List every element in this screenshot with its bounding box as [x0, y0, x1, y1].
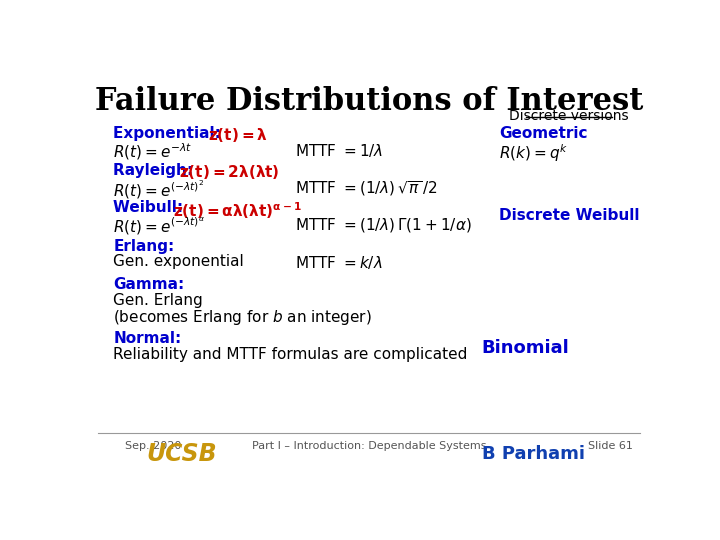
- Text: MTTF $= (1/\lambda)\,\Gamma(1 + 1/\alpha)$: MTTF $= (1/\lambda)\,\Gamma(1 + 1/\alpha…: [295, 215, 472, 234]
- Text: Reliability and MTTF formulas are complicated: Reliability and MTTF formulas are compli…: [113, 347, 467, 362]
- Text: $\bf{z(t) = \lambda}$: $\bf{z(t) = \lambda}$: [208, 126, 268, 144]
- Text: Gamma:: Gamma:: [113, 278, 184, 292]
- Text: $R(t) = e^{-\lambda t}$: $R(t) = e^{-\lambda t}$: [113, 142, 192, 163]
- Text: Sep. 2020: Sep. 2020: [125, 441, 181, 450]
- Text: $R(t) = e^{(-\lambda t)^{\alpha}}$: $R(t) = e^{(-\lambda t)^{\alpha}}$: [113, 215, 205, 237]
- Text: Exponential:: Exponential:: [113, 126, 226, 141]
- Text: Erlang:: Erlang:: [113, 239, 174, 254]
- Text: Part I – Introduction: Dependable Systems: Part I – Introduction: Dependable System…: [252, 441, 486, 450]
- Text: Discrete versions: Discrete versions: [509, 109, 629, 123]
- Text: UCSB: UCSB: [146, 442, 217, 465]
- Text: $R(k) = q^k$: $R(k) = q^k$: [499, 142, 568, 164]
- Text: Gen. Erlang: Gen. Erlang: [113, 293, 203, 308]
- Text: Binomial: Binomial: [482, 339, 570, 357]
- Text: Gen. exponential: Gen. exponential: [113, 254, 244, 269]
- Text: $\bf{z(t) = 2\lambda(\lambda t)}$: $\bf{z(t) = 2\lambda(\lambda t)}$: [179, 164, 280, 181]
- Text: Geometric: Geometric: [499, 126, 588, 141]
- Text: Rayleigh:: Rayleigh:: [113, 164, 199, 178]
- Text: Discrete Weibull: Discrete Weibull: [499, 208, 639, 223]
- Text: MTTF $= (1/\lambda)\,\sqrt{\pi}\,/ 2$: MTTF $= (1/\lambda)\,\sqrt{\pi}\,/ 2$: [295, 179, 438, 198]
- Text: MTTF $= k/\lambda$: MTTF $= k/\lambda$: [295, 254, 383, 271]
- Text: Slide 61: Slide 61: [588, 441, 632, 450]
- Text: $R(t) = e^{(-\lambda t)^2}$: $R(t) = e^{(-\lambda t)^2}$: [113, 179, 204, 201]
- Text: B Parhami: B Parhami: [482, 444, 585, 463]
- Text: MTTF $= 1/\lambda$: MTTF $= 1/\lambda$: [295, 142, 384, 159]
- Text: $\bf{z(t) = \alpha\lambda(\lambda t)^{\alpha-1}}$: $\bf{z(t) = \alpha\lambda(\lambda t)^{\a…: [173, 200, 302, 221]
- Text: Failure Distributions of Interest: Failure Distributions of Interest: [95, 86, 643, 117]
- Text: Weibull:: Weibull:: [113, 200, 189, 215]
- Text: (becomes Erlang for $b$ an integer): (becomes Erlang for $b$ an integer): [113, 308, 372, 327]
- Text: Normal:: Normal:: [113, 331, 181, 346]
